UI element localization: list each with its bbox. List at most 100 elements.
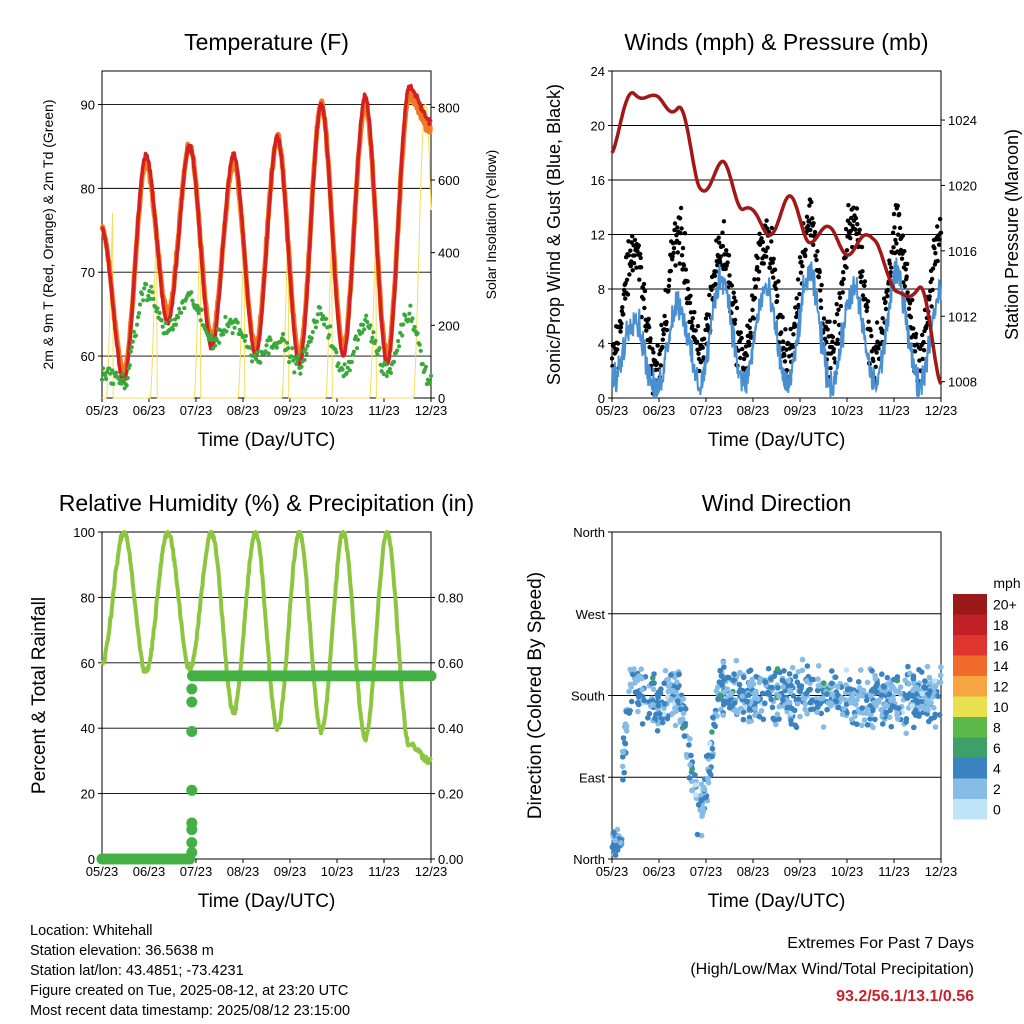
rh-precip-point bbox=[186, 784, 198, 796]
temp-dewpoint-point bbox=[383, 362, 388, 367]
temp-dewpoint-point bbox=[111, 381, 116, 386]
temp-dewpoint-point bbox=[388, 370, 393, 375]
temp-dewpoint-point bbox=[396, 339, 401, 344]
dir-point bbox=[698, 797, 704, 804]
dir-point bbox=[835, 704, 842, 711]
dir-point bbox=[786, 671, 793, 677]
temp-dewpoint-point bbox=[315, 312, 320, 317]
wind-x-tick-label: 07/23 bbox=[690, 403, 723, 418]
dir-point bbox=[833, 698, 840, 705]
temp-dewpoint-point bbox=[420, 361, 425, 367]
wind-gust-point bbox=[808, 233, 813, 238]
dir-scatter-series bbox=[609, 656, 944, 858]
wind-gust-point bbox=[731, 290, 736, 295]
temp-dewpoint-point bbox=[353, 334, 358, 339]
wind-gust-point bbox=[675, 225, 680, 230]
wind-gust-point bbox=[668, 268, 673, 274]
dir-point bbox=[879, 671, 885, 677]
wind-x-tick-label: 11/23 bbox=[878, 403, 910, 418]
temp-dewpoint-point bbox=[141, 298, 146, 303]
dir-point bbox=[712, 723, 718, 730]
dir-point bbox=[930, 694, 936, 700]
wind-gust-point bbox=[683, 267, 688, 272]
dir-point bbox=[702, 794, 709, 801]
wind-gust-point bbox=[720, 243, 726, 249]
wind-pressure-line bbox=[610, 91, 943, 385]
dir-point bbox=[938, 664, 944, 670]
temp-y2-tick-label: 400 bbox=[438, 246, 460, 261]
wind-gust-point bbox=[675, 250, 680, 255]
wind-gust-point bbox=[874, 350, 879, 355]
wind-gust-point bbox=[761, 261, 766, 266]
wind-gust-point bbox=[780, 315, 785, 320]
dir-point bbox=[829, 691, 836, 697]
dir-legend-label: 12 bbox=[993, 678, 1009, 694]
wind-gust-point bbox=[891, 245, 896, 250]
wind-gust-point bbox=[638, 265, 644, 270]
wind-gust-point bbox=[764, 226, 770, 231]
rh-x-tick-label: 09/23 bbox=[274, 864, 307, 879]
wind-gust-point bbox=[623, 281, 628, 286]
wind-gust-point bbox=[764, 254, 769, 259]
temp-dewpoint-point bbox=[314, 319, 319, 324]
wind-gust-point bbox=[738, 355, 743, 361]
dir-point bbox=[692, 782, 699, 788]
wind-gust-point bbox=[921, 339, 926, 345]
dir-point bbox=[677, 706, 684, 713]
temp-dewpoint-point bbox=[299, 364, 304, 369]
rh-precip-point bbox=[186, 726, 198, 737]
wind-gust-point bbox=[661, 331, 666, 337]
temp-dewpoint-point bbox=[208, 333, 214, 338]
temp-dewpoint-point bbox=[254, 357, 259, 362]
wind-gust-point bbox=[628, 263, 633, 269]
dir-point bbox=[886, 714, 893, 721]
temp-dewpoint-point bbox=[313, 325, 318, 330]
temp-y-tick-label: 90 bbox=[81, 98, 95, 113]
dir-point bbox=[681, 733, 688, 739]
info-latlon: Station lat/lon: 43.4851; -73.4231 bbox=[30, 963, 244, 979]
dir-point bbox=[857, 709, 863, 716]
wind-gust-point bbox=[782, 359, 788, 364]
temp-dewpoint-point bbox=[105, 369, 110, 374]
dir-point bbox=[780, 697, 786, 703]
wind-gust-point bbox=[757, 231, 762, 236]
dir-point bbox=[784, 704, 791, 711]
dir-point bbox=[775, 685, 781, 691]
wind-gust-point bbox=[908, 315, 914, 320]
temp-dewpoint-point bbox=[99, 377, 105, 382]
temp-dewpoint-point bbox=[368, 323, 373, 328]
wind-gust-point bbox=[657, 351, 662, 357]
dir-point bbox=[752, 712, 758, 718]
wind-gust-point bbox=[853, 227, 858, 232]
dir-point bbox=[828, 702, 834, 709]
dir-point bbox=[936, 712, 943, 718]
temp-dewpoint-point bbox=[149, 284, 154, 289]
wind-gust-point bbox=[846, 203, 851, 208]
wind-gust-point bbox=[827, 319, 832, 324]
wind-gust-point bbox=[685, 286, 691, 292]
wind-gust-point bbox=[896, 232, 901, 237]
wind-gust-point bbox=[899, 256, 905, 261]
temp-dewpoint-point bbox=[281, 338, 287, 343]
temp-dewpoint-point bbox=[410, 316, 415, 321]
dir-point bbox=[676, 671, 682, 678]
dir-point bbox=[720, 712, 726, 718]
dir-point bbox=[839, 711, 846, 718]
wind-gust-point bbox=[864, 308, 869, 314]
wind-gust-point bbox=[631, 243, 636, 248]
dir-point bbox=[627, 707, 633, 714]
wind-gust-point bbox=[620, 305, 625, 310]
temp-dewpoint-point bbox=[371, 330, 376, 335]
temp-dewpoint-point bbox=[195, 304, 200, 309]
wind-gust-point bbox=[780, 339, 786, 344]
dir-x-tick-label: 10/23 bbox=[831, 864, 864, 879]
wind-x-tick-label: 05/23 bbox=[596, 403, 629, 418]
dir-point bbox=[674, 679, 680, 685]
dir-point bbox=[737, 669, 743, 676]
dir-point bbox=[851, 690, 857, 697]
temp-dewpoint-point bbox=[253, 353, 258, 358]
wind-y-tick-label: 0 bbox=[598, 391, 605, 406]
wind-gust-point bbox=[732, 317, 738, 323]
temp-dewpoint-point bbox=[310, 329, 315, 335]
dir-point bbox=[848, 716, 855, 723]
